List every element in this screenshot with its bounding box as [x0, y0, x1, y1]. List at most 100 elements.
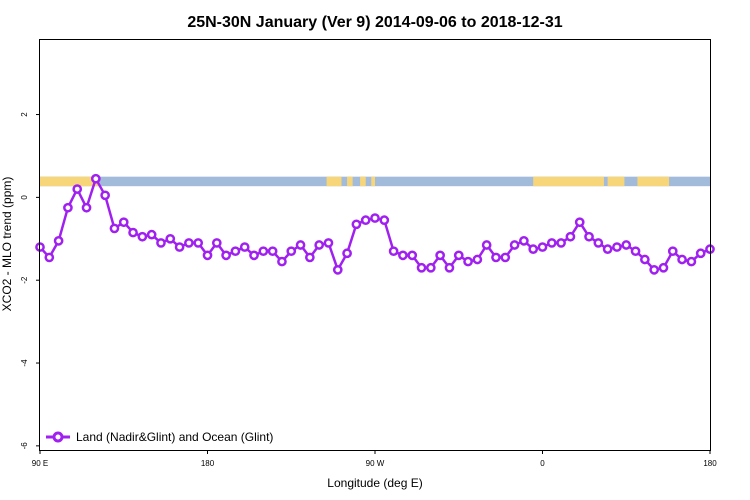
y-tick-label: -6	[20, 442, 29, 450]
data-point	[174, 242, 185, 252]
data-point	[146, 229, 157, 240]
land-segment	[533, 176, 604, 187]
data-point	[677, 254, 687, 265]
data-point	[630, 246, 641, 257]
data-point	[72, 184, 83, 194]
data-point	[351, 219, 362, 230]
y-tick-label: 2	[20, 112, 29, 117]
data-point	[453, 250, 464, 261]
data-point	[137, 231, 148, 242]
legend-label: Land (Nadir&Glint) and Ocean (Glint)	[76, 430, 273, 444]
surface-type-strip	[40, 176, 710, 187]
data-point	[574, 217, 585, 228]
data-point	[481, 240, 492, 250]
land-segment	[326, 176, 342, 187]
data-point	[602, 244, 613, 254]
y-tick-label: -4	[20, 359, 29, 367]
data-point	[379, 215, 390, 226]
land-segment	[637, 176, 670, 187]
data-point	[156, 238, 166, 248]
x-tick-label: 180	[201, 459, 215, 468]
data-point	[332, 264, 343, 275]
data-point	[184, 238, 194, 248]
data-point	[416, 262, 427, 273]
land-segment	[607, 176, 625, 187]
data-point	[118, 217, 129, 228]
data-point	[90, 173, 101, 184]
plot-frame	[39, 39, 711, 451]
x-tick-label: 0	[540, 459, 545, 468]
data-point	[360, 215, 371, 226]
data-point	[658, 262, 669, 273]
data-point	[211, 238, 222, 248]
data-point	[53, 236, 64, 246]
data-point	[305, 252, 315, 263]
data-point	[342, 248, 352, 259]
data-point	[528, 244, 539, 254]
y-axis-label: XCO2 - MLO trend (ppm)	[0, 177, 14, 312]
data-point	[472, 254, 483, 265]
data-point	[323, 238, 334, 248]
data-point	[584, 231, 594, 242]
data-point	[695, 248, 706, 259]
data-point	[128, 227, 138, 238]
data-point	[565, 231, 576, 242]
data-point	[100, 190, 110, 201]
data-point	[249, 250, 259, 261]
data-point	[109, 223, 120, 234]
y-tick-label: 0	[20, 195, 29, 200]
data-point	[667, 246, 678, 257]
data-point	[81, 202, 92, 213]
data-series-layer	[35, 173, 715, 275]
data-point	[286, 246, 297, 257]
x-axis-label: Longitude (deg E)	[327, 476, 422, 490]
data-point	[221, 250, 231, 261]
data-point	[593, 238, 604, 248]
data-point	[398, 250, 408, 261]
data-point	[388, 246, 399, 257]
chart-title: 25N-30N January (Ver 9) 2014-09-06 to 20…	[187, 14, 562, 31]
land-segment	[347, 176, 353, 187]
data-point	[556, 238, 566, 248]
series-line	[39, 177, 711, 272]
data-point	[165, 233, 176, 244]
data-point	[686, 256, 697, 267]
data-point	[500, 252, 511, 263]
data-point	[491, 252, 501, 263]
data-point	[370, 213, 380, 223]
data-point	[509, 240, 520, 250]
x-tick-label: 90 E	[32, 459, 48, 468]
data-point	[202, 250, 213, 261]
data-point	[295, 240, 306, 250]
data-point	[425, 262, 436, 273]
data-point	[649, 264, 660, 275]
data-point	[612, 242, 622, 252]
data-point	[640, 254, 650, 265]
data-point	[435, 250, 445, 261]
data-point	[239, 242, 250, 252]
data-point	[193, 238, 204, 248]
axes: 90 E 180 90 W 0 180 -6 -4 -2 0 2	[20, 112, 717, 468]
legend-marker-swatch	[52, 431, 64, 443]
x-tick-label: 180	[703, 459, 717, 468]
data-point	[230, 246, 241, 257]
legend: Land (Nadir&Glint) and Ocean (Glint)	[46, 430, 273, 444]
data-point	[463, 256, 473, 267]
land-segment	[360, 176, 366, 187]
data-point	[277, 256, 287, 267]
data-point	[314, 240, 325, 250]
land-segment	[371, 176, 375, 187]
data-point	[44, 252, 55, 263]
data-point	[258, 246, 269, 257]
data-point	[407, 250, 418, 261]
data-point	[546, 238, 557, 248]
y-tick-label: -2	[20, 276, 29, 284]
data-point	[519, 236, 529, 246]
data-point	[621, 240, 632, 250]
data-point	[63, 202, 73, 213]
land-segment	[40, 176, 100, 187]
data-point	[537, 242, 548, 252]
data-point	[267, 246, 278, 257]
data-point	[444, 262, 455, 273]
